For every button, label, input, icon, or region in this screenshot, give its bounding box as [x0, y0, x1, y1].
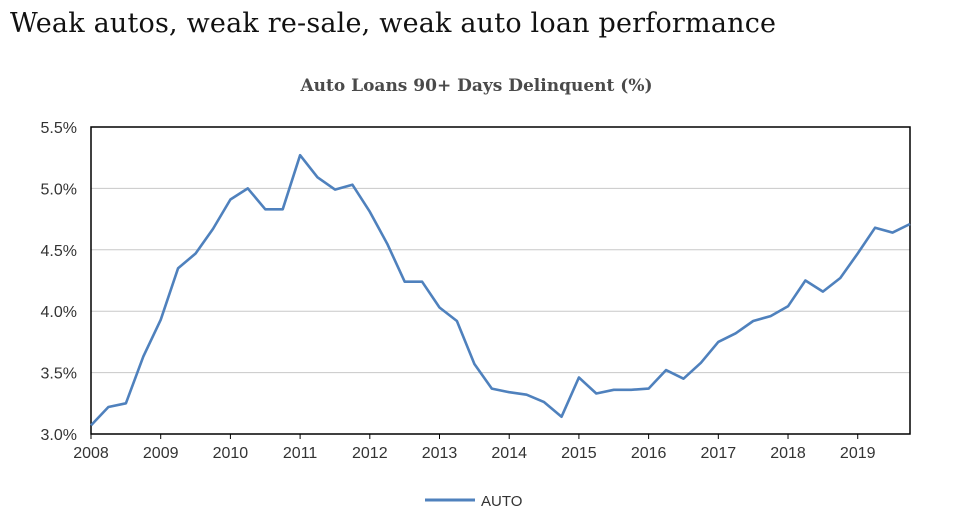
- y-tick-label: 3.0%: [41, 427, 77, 444]
- x-tick-label: 2008: [73, 445, 109, 462]
- x-tick-label: 2014: [491, 445, 527, 462]
- legend-label: AUTO: [481, 493, 522, 510]
- y-tick-label: 5.0%: [41, 181, 77, 198]
- page-heading: Weak autos, weak re-sale, weak auto loan…: [10, 8, 777, 39]
- x-tick-label: 2012: [352, 445, 388, 462]
- x-tick-label: 2013: [422, 445, 458, 462]
- y-axis: 3.0% 3.5% 4.0% 4.5% 5.0% 5.5%: [41, 120, 77, 444]
- plot-area-border: [90, 126, 911, 435]
- x-tick-label: 2018: [770, 445, 806, 462]
- series-line-auto: [90, 153, 911, 427]
- x-tick-label: 2009: [143, 445, 179, 462]
- y-tick-label: 5.5%: [41, 120, 77, 137]
- y-tick-label: 3.5%: [41, 366, 77, 383]
- x-tick-label: 2015: [561, 445, 597, 462]
- x-tick-label: 2017: [701, 445, 737, 462]
- chart-title: Auto Loans 90+ Days Delinquent (%): [300, 76, 653, 96]
- y-tick-label: 4.5%: [41, 243, 77, 260]
- x-tick-label: 2011: [283, 445, 318, 462]
- series-layer: [90, 153, 911, 427]
- legend: AUTO: [425, 493, 522, 510]
- y-tick-label: 4.0%: [41, 304, 77, 321]
- x-tick-label: 2010: [213, 445, 249, 462]
- x-tick-label: 2016: [631, 445, 667, 462]
- x-axis: 2008 2009 2010 2011 2012 2013 2014 2015 2016 2017…: [73, 434, 876, 462]
- x-tick-label: 2019: [840, 445, 876, 462]
- gridlines: [91, 187, 910, 374]
